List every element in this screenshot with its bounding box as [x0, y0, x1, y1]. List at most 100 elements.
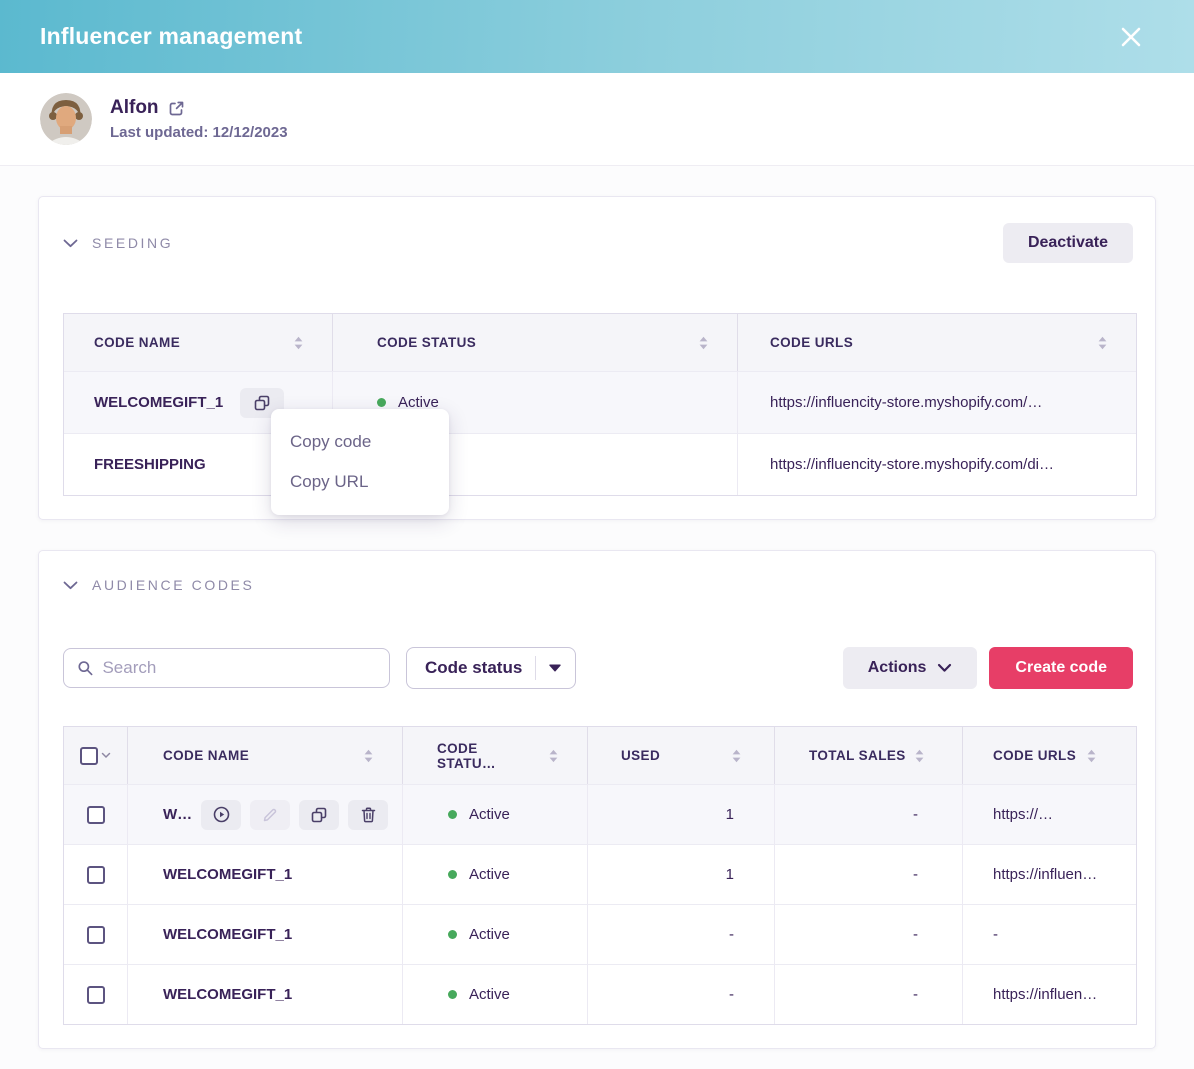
- code-name: WELCOMEGIFT_1: [94, 394, 224, 411]
- search-box: [63, 648, 390, 688]
- code-url: https://influen…: [962, 844, 1136, 904]
- table-row: W…: [64, 784, 1136, 844]
- status-dot: [448, 870, 457, 879]
- used-value: 1: [587, 784, 774, 844]
- last-updated: Last updated: 12/12/2023: [110, 124, 288, 141]
- actions-button[interactable]: Actions: [842, 647, 978, 689]
- column-header-used[interactable]: USED: [587, 727, 774, 784]
- total-sales-value: -: [774, 964, 962, 1024]
- pencil-icon: [263, 808, 277, 821]
- used-value: 1: [587, 844, 774, 904]
- code-url: https://influen…: [962, 964, 1136, 1024]
- edit-code-button[interactable]: [250, 799, 291, 830]
- table-header-row: CODE NAME CODE STATUS CODE URLS: [64, 314, 1136, 371]
- total-sales-value: -: [774, 844, 962, 904]
- trash-icon: [361, 807, 375, 822]
- table-row: FREESHIPPING https://influencity-store.m…: [64, 433, 1136, 495]
- sort-icon[interactable]: [363, 749, 374, 763]
- total-sales-value: -: [774, 784, 962, 844]
- status-label: Active: [469, 986, 510, 1003]
- sort-icon[interactable]: [698, 336, 709, 350]
- deactivate-button[interactable]: Deactivate: [1002, 223, 1133, 263]
- seeding-collapse-toggle[interactable]: SEEDING: [63, 235, 173, 251]
- delete-code-button[interactable]: [348, 799, 389, 830]
- create-code-button[interactable]: Create code: [989, 647, 1133, 689]
- status-label: Active: [469, 866, 510, 883]
- audience-codes-title: AUDIENCE CODES: [92, 577, 255, 593]
- activate-code-button[interactable]: [201, 799, 242, 830]
- code-name: WELCOMEGIFT_1: [163, 926, 293, 943]
- column-header-code-urls[interactable]: CODE URLS: [962, 727, 1136, 784]
- column-header-code-status[interactable]: CODE STATUS: [332, 314, 737, 371]
- row-checkbox[interactable]: [86, 925, 105, 944]
- influencer-name: Alfon: [110, 97, 159, 118]
- table-row: WELCOMEGIFT_1 Active - - -: [64, 904, 1136, 964]
- status-label: Active: [469, 926, 510, 943]
- chevron-down-icon: [938, 663, 952, 672]
- menu-item-copy-url[interactable]: Copy URL: [290, 472, 369, 491]
- row-checkbox[interactable]: [86, 865, 105, 884]
- table-row: WELCOMEGIFT_1 Active - - https://influen…: [64, 964, 1136, 1024]
- status-dot: [448, 810, 457, 819]
- column-header-select: [64, 727, 127, 784]
- sort-icon[interactable]: [548, 749, 559, 763]
- column-header-code-name[interactable]: CODE NAME: [127, 727, 402, 784]
- copy-button[interactable]: [240, 387, 285, 418]
- caret-down-icon: [549, 664, 561, 672]
- seeding-title: SEEDING: [92, 235, 174, 251]
- row-checkbox[interactable]: [86, 985, 105, 1004]
- sort-icon[interactable]: [1097, 336, 1108, 350]
- table-header-row: CODE NAME CODE STATU… USED TOTAL SALES: [64, 727, 1136, 784]
- audience-codes-section: AUDIENCE CODES Code status Actions Creat…: [38, 550, 1156, 1049]
- code-url: https://…: [962, 784, 1136, 844]
- column-header-code-urls[interactable]: CODE URLS: [737, 314, 1136, 371]
- page-title: Influencer management: [40, 23, 303, 49]
- used-value: -: [587, 904, 774, 964]
- status-dot: [448, 990, 457, 999]
- copy-icon: [254, 395, 270, 410]
- sort-icon[interactable]: [293, 336, 304, 350]
- code-url: https://influencity-store.myshopify.com/…: [737, 433, 1136, 495]
- status-dot: [448, 930, 457, 939]
- column-header-code-name[interactable]: CODE NAME: [64, 314, 332, 371]
- table-row: WELCOMEGIFT_1 Active https://influencity…: [64, 371, 1136, 433]
- chevron-down-icon: [63, 239, 78, 247]
- select-all-checkbox[interactable]: [80, 746, 98, 765]
- column-header-code-status[interactable]: CODE STATU…: [402, 727, 587, 784]
- row-checkbox[interactable]: [86, 805, 105, 824]
- search-icon: [78, 661, 93, 676]
- code-status-filter[interactable]: Code status: [406, 647, 577, 689]
- seeding-section: SEEDING Deactivate CODE NAME CODE STATUS: [38, 196, 1156, 520]
- status-label: Active: [398, 394, 439, 411]
- column-header-total-sales[interactable]: TOTAL SALES: [774, 727, 962, 784]
- chevron-down-icon: [63, 581, 78, 589]
- menu-item-copy-code[interactable]: Copy code: [290, 432, 372, 451]
- copy-context-menu: Copy code Copy URL: [271, 409, 449, 515]
- total-sales-value: -: [774, 904, 962, 964]
- checkbox-menu-chevron-icon[interactable]: [101, 752, 111, 759]
- code-name: WELCOMEGIFT_1: [163, 866, 293, 883]
- sort-icon[interactable]: [914, 749, 925, 763]
- external-link-icon[interactable]: [168, 100, 185, 117]
- close-button[interactable]: [1114, 20, 1148, 54]
- used-value: -: [587, 964, 774, 1024]
- search-input[interactable]: [102, 658, 376, 678]
- code-name: WELCOMEGIFT_1: [163, 986, 293, 1003]
- code-url: https://influencity-store.myshopify.com/…: [737, 371, 1136, 433]
- code-name: FREESHIPPING: [94, 456, 206, 473]
- audience-codes-table: CODE NAME CODE STATU… USED TOTAL SALES: [63, 726, 1137, 1025]
- status-label: Active: [469, 806, 510, 823]
- profile-bar: Alfon Last updated: 12/12/2023: [0, 73, 1194, 166]
- avatar: [40, 93, 92, 145]
- play-circle-icon: [213, 806, 229, 823]
- table-row: WELCOMEGIFT_1 Active 1 - https://influen…: [64, 844, 1136, 904]
- code-name: W…: [163, 806, 193, 823]
- copy-code-button[interactable]: [299, 799, 340, 830]
- audience-collapse-toggle[interactable]: AUDIENCE CODES: [63, 577, 254, 593]
- modal-header: Influencer management: [0, 0, 1194, 73]
- close-icon: [1121, 27, 1141, 46]
- code-url: -: [962, 904, 1136, 964]
- copy-icon: [311, 807, 327, 822]
- sort-icon[interactable]: [1086, 749, 1097, 763]
- sort-icon[interactable]: [731, 749, 742, 763]
